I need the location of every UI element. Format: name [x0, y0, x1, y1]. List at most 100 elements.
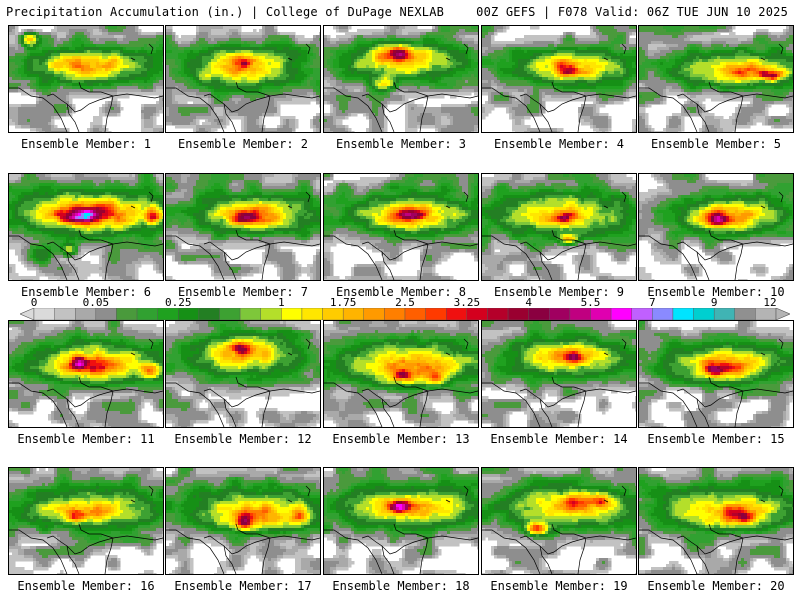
boundary-line — [148, 43, 154, 55]
precip-map-13 — [324, 321, 478, 427]
boundary-line — [551, 523, 587, 539]
colorbar-swatch — [384, 308, 406, 320]
boundary-line — [361, 241, 478, 261]
boundary-line — [482, 382, 541, 427]
colorbar-tick-label: 9 — [711, 296, 718, 309]
boundary-line — [621, 338, 627, 350]
boundary-line — [393, 229, 429, 245]
ensemble-panel-15 — [638, 320, 794, 428]
panel-label-13: Ensemble Member: 13 — [323, 432, 479, 446]
boundary-line — [463, 485, 469, 497]
boundary-line — [419, 537, 429, 574]
panel-label-8: Ensemble Member: 8 — [323, 285, 479, 299]
boundary-line — [148, 485, 154, 497]
boundary-line — [78, 523, 114, 539]
precip-map-2 — [166, 26, 320, 132]
boundary-line — [9, 87, 68, 132]
colorbar-tick-label: 4 — [525, 296, 532, 309]
boundary-line — [261, 243, 271, 280]
boundary-line — [696, 398, 710, 427]
boundary-line — [104, 390, 114, 427]
boundary-line — [287, 205, 293, 209]
colorbar-tick-label: 0 — [31, 296, 38, 309]
panel-label-2: Ensemble Member: 2 — [165, 137, 321, 151]
boundary-line — [287, 352, 293, 356]
boundary-line — [639, 529, 698, 574]
boundary-line — [223, 103, 237, 132]
boundary-line — [261, 537, 271, 574]
boundary-line — [305, 485, 311, 497]
boundary-line — [696, 251, 710, 280]
boundary-line — [551, 376, 587, 392]
ensemble-panel-5 — [638, 25, 794, 133]
colorbar-swatch — [466, 308, 488, 320]
boundary-line — [130, 57, 136, 61]
colorbar-swatch — [198, 308, 220, 320]
colorbar-min-arrow — [20, 308, 35, 320]
colorbar-swatch — [239, 308, 261, 320]
boundary-line — [577, 95, 587, 132]
boundary-line — [734, 95, 744, 132]
boundary-line — [519, 93, 636, 113]
colorbar-swatch — [33, 308, 55, 320]
colorbar-tick-label: 3.25 — [454, 296, 481, 309]
boundary-line — [708, 523, 744, 539]
colorbar-swatch — [507, 308, 529, 320]
boundary-line — [445, 57, 451, 61]
colorbar-tick-label: 5.5 — [581, 296, 601, 309]
boundary-line — [130, 499, 136, 503]
boundary-line — [223, 398, 237, 427]
boundary-line — [166, 382, 225, 427]
ensemble-panel-18 — [323, 467, 479, 575]
boundary-line — [9, 529, 68, 574]
boundary-line — [734, 537, 744, 574]
boundary-line — [778, 191, 784, 203]
boundary-line — [577, 243, 587, 280]
colorbar-tick-label: 0.25 — [165, 296, 192, 309]
boundary-line — [66, 103, 80, 132]
boundary-line — [166, 87, 225, 132]
boundary-line — [445, 205, 451, 209]
colorbar-swatch — [528, 308, 550, 320]
precip-map-18 — [324, 468, 478, 574]
boundary-line — [361, 388, 478, 408]
boundary-line — [482, 87, 541, 132]
boundary-line — [419, 95, 429, 132]
boundary-line — [381, 103, 395, 132]
boundary-line — [603, 499, 609, 503]
colorbar-tick-label: 12 — [763, 296, 776, 309]
ensemble-panel-8 — [323, 173, 479, 281]
colorbar-swatch — [590, 308, 612, 320]
precip-map-20 — [639, 468, 793, 574]
panel-label-7: Ensemble Member: 7 — [165, 285, 321, 299]
ensemble-panel-17 — [165, 467, 321, 575]
boundary-line — [9, 235, 68, 280]
boundary-line — [261, 95, 271, 132]
boundary-line — [203, 388, 320, 408]
colorbar-swatch — [610, 308, 632, 320]
colorbar-swatch — [281, 308, 303, 320]
boundary-line — [287, 499, 293, 503]
colorbar-swatch — [116, 308, 138, 320]
precip-map-7 — [166, 174, 320, 280]
boundary-line — [66, 251, 80, 280]
boundary-line — [203, 93, 320, 113]
ensemble-panel-11 — [8, 320, 164, 428]
colorbar-swatch — [755, 308, 777, 320]
colorbar-swatch — [693, 308, 715, 320]
boundary-line — [104, 243, 114, 280]
boundary-line — [203, 241, 320, 261]
boundary-line — [760, 205, 766, 209]
boundary-line — [676, 93, 793, 113]
colorbar-swatch — [672, 308, 694, 320]
panel-label-9: Ensemble Member: 9 — [481, 285, 637, 299]
precip-map-10 — [639, 174, 793, 280]
boundary-line — [519, 535, 636, 555]
ensemble-panel-16 — [8, 467, 164, 575]
boundary-line — [463, 338, 469, 350]
ensemble-panel-7 — [165, 173, 321, 281]
ensemble-panel-13 — [323, 320, 479, 428]
precip-map-1 — [9, 26, 163, 132]
boundary-line — [381, 251, 395, 280]
boundary-line — [519, 241, 636, 261]
